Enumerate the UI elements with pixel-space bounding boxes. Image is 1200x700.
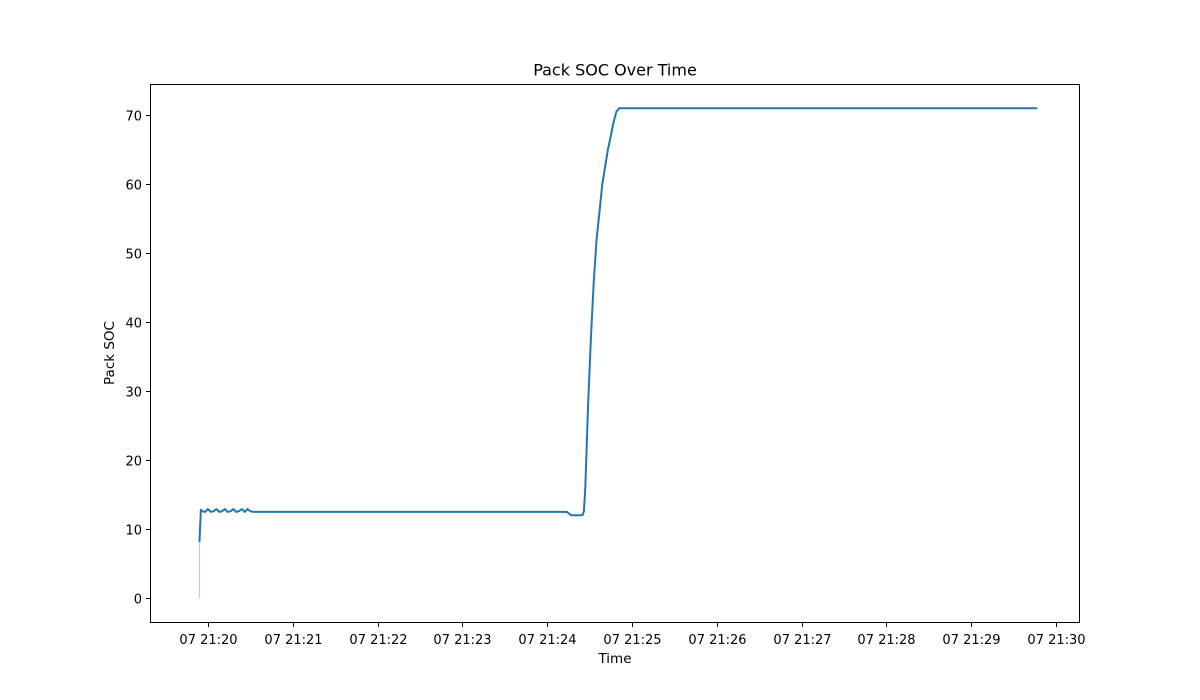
x-tick-label: 07 21:27 — [773, 633, 831, 648]
chart-title: Pack SOC Over Time — [533, 61, 697, 80]
x-tick-label: 07 21:21 — [264, 633, 322, 648]
x-axis-label: Time — [597, 651, 631, 667]
tick-labels: 07 21:20 07 21:21 07 21:22 07 21:23 07 21:24… — [125, 110, 1085, 649]
x-tick-label: 07 21:29 — [942, 633, 1000, 648]
x-tick-label: 07 21:30 — [1027, 633, 1085, 648]
y-tick-label: 70 — [125, 110, 142, 125]
series-line — [198, 107, 1038, 542]
y-tick-label: 20 — [125, 455, 142, 470]
x-tick-label: 07 21:20 — [179, 633, 237, 648]
y-tick-label: 50 — [125, 248, 142, 263]
series-area — [198, 107, 1038, 599]
x-tick-label: 07 21:25 — [603, 633, 661, 648]
x-tick-label: 07 21:26 — [688, 633, 746, 648]
x-tick-label: 07 21:28 — [857, 633, 915, 648]
y-tick-label: 0 — [134, 593, 142, 608]
tick-marks — [146, 115, 1057, 627]
x-tick-label: 07 21:22 — [349, 633, 407, 648]
y-tick-label: 60 — [125, 179, 142, 194]
x-tick-label: 07 21:23 — [433, 633, 491, 648]
x-tick-label: 07 21:24 — [518, 633, 576, 648]
y-tick-label: 10 — [125, 524, 142, 539]
y-tick-label: 40 — [125, 317, 142, 332]
plot-area-frame — [150, 84, 1080, 623]
y-tick-label: 30 — [125, 386, 142, 401]
y-axis-label: Pack SOC — [102, 321, 118, 385]
